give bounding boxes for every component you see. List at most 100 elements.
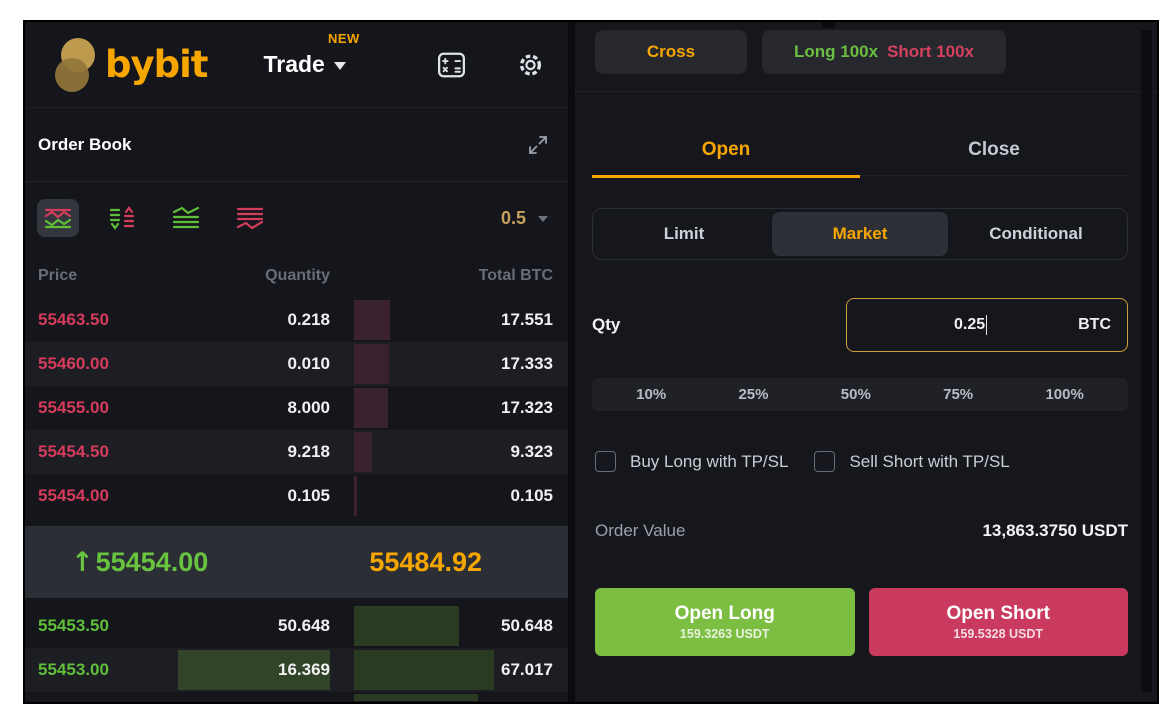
price-cell: 55460.00 bbox=[38, 354, 109, 373]
open-short-button[interactable]: Open Short 159.5328 USDT bbox=[868, 588, 1128, 656]
bid-depth-bar bbox=[354, 694, 478, 701]
ask-depth-bar bbox=[354, 476, 357, 516]
total-cell: 17.551 bbox=[501, 310, 553, 329]
mark-price-value: 55484.92 bbox=[369, 546, 482, 577]
orderbook-ask-row[interactable]: 55455.00 8.000 17.323 bbox=[25, 386, 568, 430]
tpsl-option-label: Buy Long with TP/SL bbox=[630, 451, 789, 471]
bybit-logo-text[interactable]: bybit bbox=[105, 43, 208, 86]
expand-icon[interactable] bbox=[528, 135, 548, 155]
quantity-value: 0.25 bbox=[953, 316, 986, 333]
open-long-button[interactable]: Open Long 159.3263 USDT bbox=[595, 588, 855, 656]
view-mode-bids-icon[interactable] bbox=[165, 199, 207, 237]
total-cell: 17.323 bbox=[501, 398, 553, 417]
quantity-input-center: 0.25 bbox=[863, 315, 1078, 335]
price-cell: 55453.50 bbox=[38, 616, 109, 635]
price-grouping-dropdown[interactable]: 0.5 bbox=[501, 208, 548, 229]
orderbook-ask-row[interactable]: 55454.50 9.218 9.323 bbox=[25, 430, 568, 474]
asks-list: 55463.50 0.218 17.551 55460.00 0.010 17.333 55… bbox=[25, 298, 568, 518]
ask-depth-bar bbox=[354, 388, 388, 428]
tpsl-option[interactable]: Sell Short with TP/SL bbox=[814, 451, 1010, 472]
calculator-icon[interactable] bbox=[438, 52, 465, 78]
quantity-cell: 0.218 bbox=[287, 310, 330, 329]
orderbook-column-headers: Price Quantity Total BTC bbox=[25, 254, 568, 298]
tpsl-checkbox-row: Buy Long with TP/SL Sell Short with TP/SL bbox=[592, 451, 1128, 472]
logo-coin-bottom bbox=[55, 57, 89, 92]
section-divider bbox=[575, 91, 1157, 92]
quantity-cell: 16.369 bbox=[278, 660, 330, 679]
orderbook-ask-row[interactable]: 55454.00 0.105 0.105 bbox=[25, 474, 568, 518]
quantity-unit: BTC bbox=[1078, 316, 1111, 333]
quantity-cell: 50.648 bbox=[278, 616, 330, 635]
view-mode-split-icon[interactable] bbox=[101, 199, 143, 237]
last-price-row[interactable]: ↑ 55454.00 55484.92 bbox=[25, 526, 568, 598]
chevron-down-icon bbox=[333, 62, 346, 70]
price-cell: 55454.00 bbox=[38, 486, 109, 505]
percent-option-10[interactable]: 10% bbox=[636, 386, 667, 403]
quantity-flash-bar bbox=[178, 650, 330, 690]
orderbook-title: Order Book bbox=[38, 134, 132, 154]
open-long-cost: 159.3263 USDT bbox=[679, 627, 770, 642]
partial-bid-row bbox=[25, 692, 568, 701]
percent-option-50[interactable]: 50% bbox=[840, 386, 871, 403]
column-header-total-btc: Total BTC bbox=[478, 267, 553, 284]
leverage-short-label: Short 100x bbox=[887, 42, 975, 61]
tab-close[interactable]: Close bbox=[968, 139, 1020, 160]
view-mode-asks-icon[interactable] bbox=[229, 199, 271, 237]
orderbook-toolbar: 0.5 bbox=[25, 182, 568, 254]
topbar-icons bbox=[438, 52, 544, 78]
leverage-button[interactable]: Long 100x Short 100x bbox=[762, 30, 1006, 74]
quantity-row: Qty 0.25 BTC bbox=[592, 298, 1128, 352]
order-value-label: Order Value bbox=[595, 521, 686, 540]
trade-menu-label: Trade bbox=[263, 51, 325, 77]
price-up-arrow-icon: ↑ bbox=[71, 546, 94, 578]
total-cell: 0.105 bbox=[510, 486, 553, 505]
total-cell: 67.017 bbox=[501, 660, 553, 679]
scrollbar-notch bbox=[822, 22, 835, 28]
orderbook-panel: bybit Trade NEW Order Book bbox=[25, 22, 568, 702]
vertical-scrollbar[interactable] bbox=[1141, 30, 1152, 692]
open-close-tabs: Open Close bbox=[592, 92, 1128, 178]
price-cell: 55454.50 bbox=[38, 442, 109, 461]
order-type-limit[interactable]: Limit bbox=[663, 224, 705, 243]
gear-icon[interactable] bbox=[517, 52, 544, 78]
order-actions-row: Open Long 159.3263 USDT Open Short 159.5… bbox=[592, 588, 1128, 656]
quantity-label: Qty bbox=[592, 315, 621, 334]
price-cell: 55453.00 bbox=[38, 660, 109, 679]
chevron-down-icon bbox=[538, 216, 548, 222]
margin-mode-button[interactable]: Cross bbox=[595, 30, 747, 74]
tpsl-option-label: Sell Short with TP/SL bbox=[849, 451, 1010, 471]
percent-option-25[interactable]: 25% bbox=[738, 386, 769, 403]
order-value-amount: 13,863.3750 USDT bbox=[982, 521, 1128, 540]
order-type-market[interactable]: Market bbox=[772, 212, 948, 256]
percent-option-75[interactable]: 75% bbox=[943, 386, 974, 403]
orderbook-ask-row[interactable]: 55463.50 0.218 17.551 bbox=[25, 298, 568, 342]
text-cursor bbox=[986, 315, 988, 335]
order-value-row: Order Value 13,863.3750 USDT bbox=[592, 521, 1128, 541]
total-cell: 17.333 bbox=[501, 354, 553, 373]
percent-option-100[interactable]: 100% bbox=[1045, 386, 1084, 403]
orderbook-bid-row[interactable]: 55453.00 16.369 67.017 bbox=[25, 648, 568, 692]
quantity-input[interactable]: 0.25 BTC bbox=[846, 298, 1128, 352]
orderbook-header: Order Book bbox=[25, 108, 568, 182]
bids-list: 55453.50 50.648 50.648 55453.00 16.369 67.017 bbox=[25, 604, 568, 692]
view-mode-both-icon[interactable] bbox=[37, 199, 79, 237]
orderbook-bid-row[interactable]: 55453.50 50.648 50.648 bbox=[25, 604, 568, 648]
orderbook-ask-row[interactable]: 55460.00 0.010 17.333 bbox=[25, 342, 568, 386]
order-type-conditional[interactable]: Conditional bbox=[989, 224, 1083, 243]
open-short-cost: 159.5328 USDT bbox=[953, 627, 1044, 642]
bybit-logo-icon[interactable] bbox=[55, 36, 99, 94]
bid-depth-bar bbox=[354, 606, 459, 646]
column-header-quantity: Quantity bbox=[265, 267, 330, 284]
checkbox-icon[interactable] bbox=[595, 451, 616, 472]
open-long-label: Open Long bbox=[674, 602, 775, 624]
order-type-selector: Limit Market Conditional bbox=[592, 208, 1128, 260]
ask-depth-bar bbox=[354, 344, 389, 384]
tab-open[interactable]: Open bbox=[592, 139, 860, 178]
top-navigation-bar: bybit Trade NEW bbox=[25, 22, 568, 108]
trade-menu[interactable]: Trade NEW bbox=[263, 31, 359, 78]
tpsl-option[interactable]: Buy Long with TP/SL bbox=[595, 451, 788, 472]
last-traded-price: ↑ 55454.00 bbox=[71, 547, 208, 578]
checkbox-icon[interactable] bbox=[814, 451, 836, 472]
trading-app-window: bybit Trade NEW Order Book bbox=[23, 20, 1159, 704]
ask-depth-bar bbox=[354, 300, 390, 340]
